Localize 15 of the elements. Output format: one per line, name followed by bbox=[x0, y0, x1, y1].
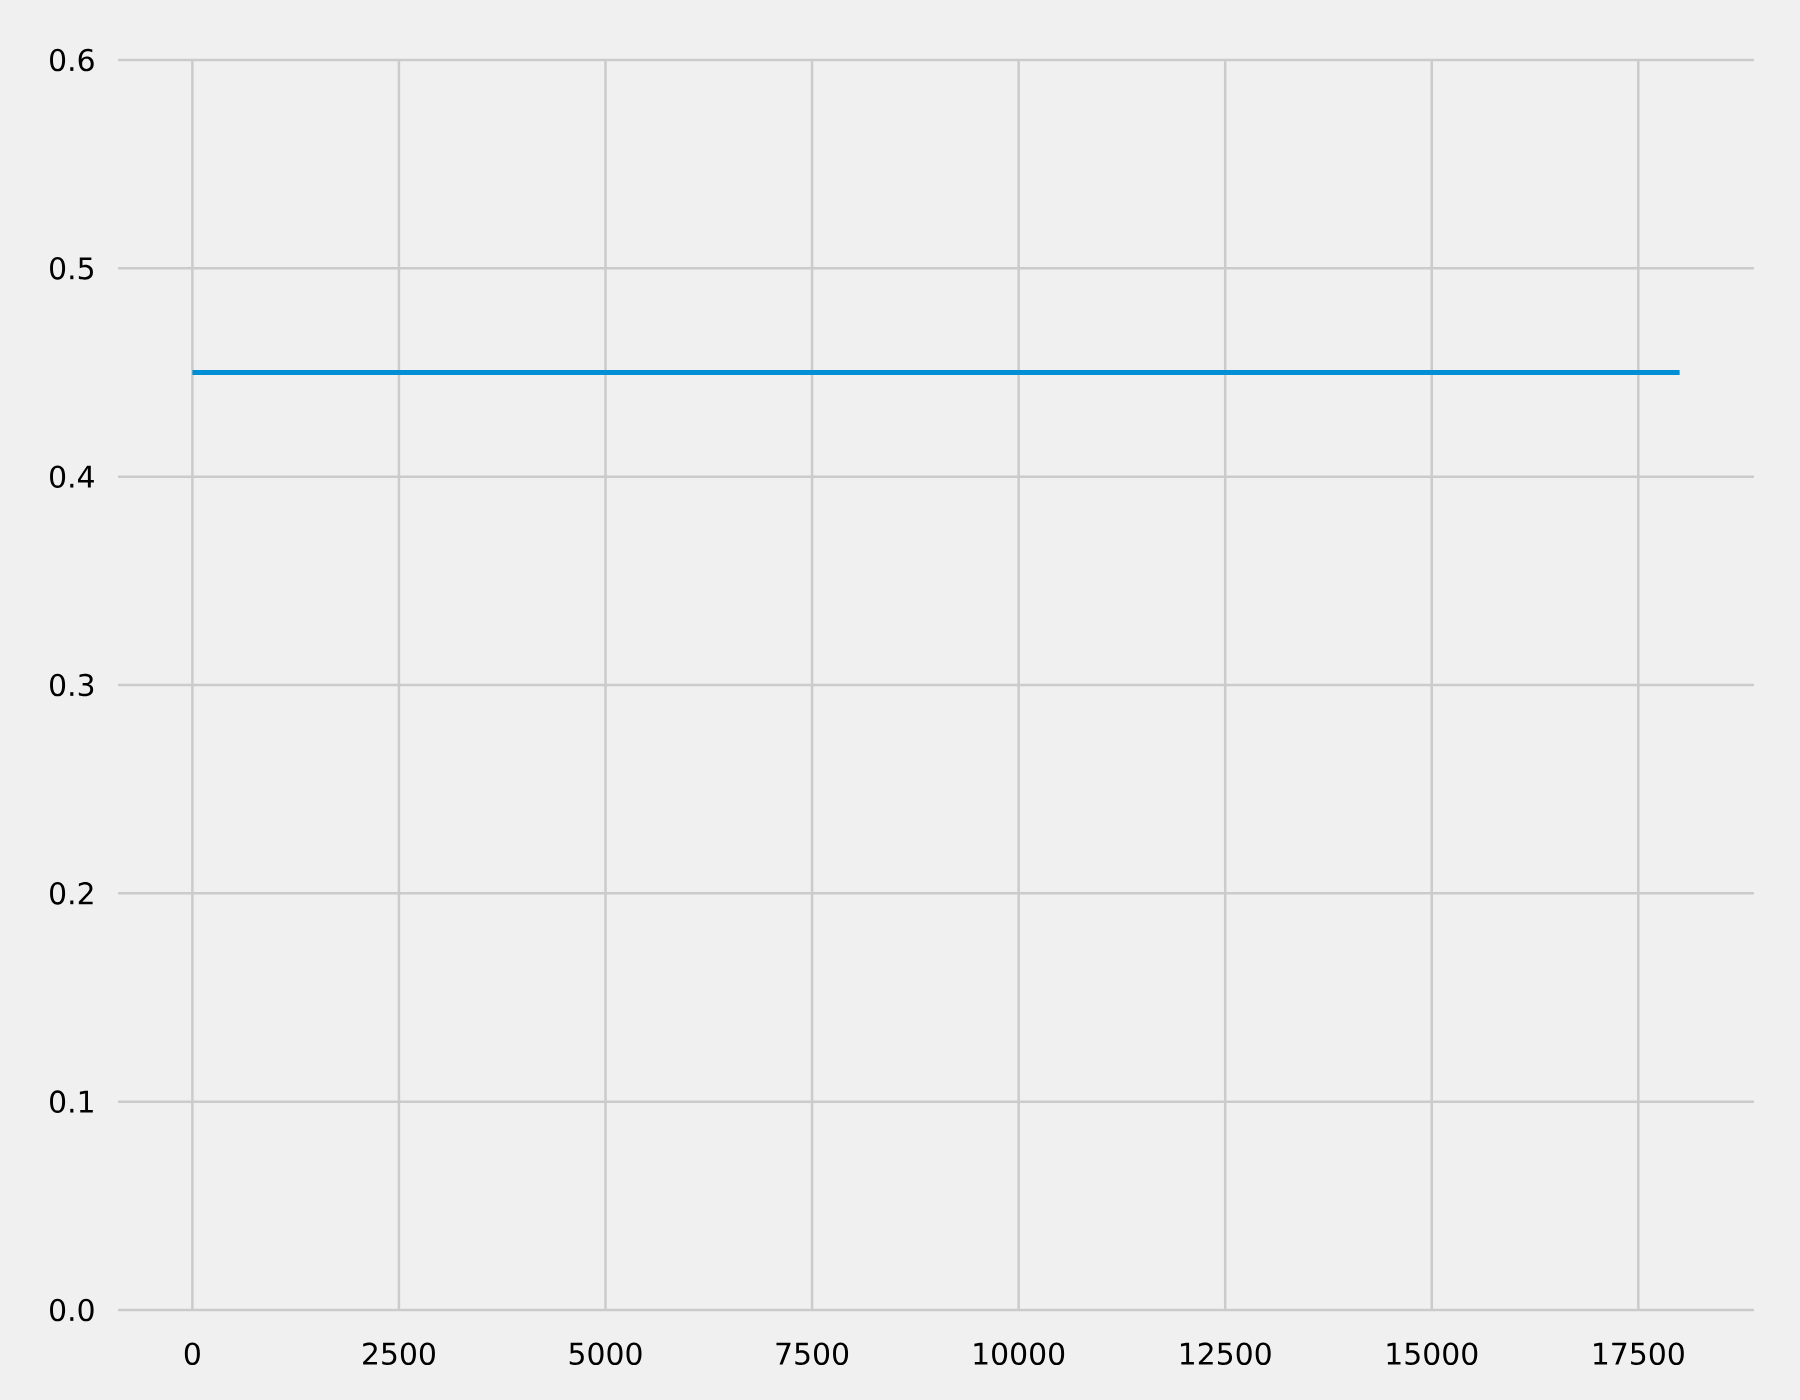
x-tick-label: 2500 bbox=[363, 1342, 435, 1366]
y-tick-label: 0.3 bbox=[50, 673, 94, 697]
x-tick-label: 7500 bbox=[776, 1342, 849, 1366]
x-tick-label: 10000 bbox=[974, 1342, 1065, 1366]
y-tick-label: 0.6 bbox=[50, 48, 94, 72]
y-tick-label: 0.2 bbox=[50, 882, 93, 905]
x-tick-label: 12500 bbox=[1180, 1342, 1271, 1366]
y-tick-label: 0.4 bbox=[50, 465, 94, 488]
y-tick-label: 0.1 bbox=[50, 1090, 93, 1113]
x-tick-label: 0 bbox=[184, 1342, 200, 1366]
x-tick-label: 5000 bbox=[569, 1342, 642, 1366]
x-tick-label: 15000 bbox=[1387, 1342, 1478, 1366]
x-tick-label: 17500 bbox=[1594, 1342, 1684, 1366]
y-tick-label: 0.5 bbox=[50, 257, 93, 280]
y-tick-label: 0.0 bbox=[50, 1298, 94, 1322]
